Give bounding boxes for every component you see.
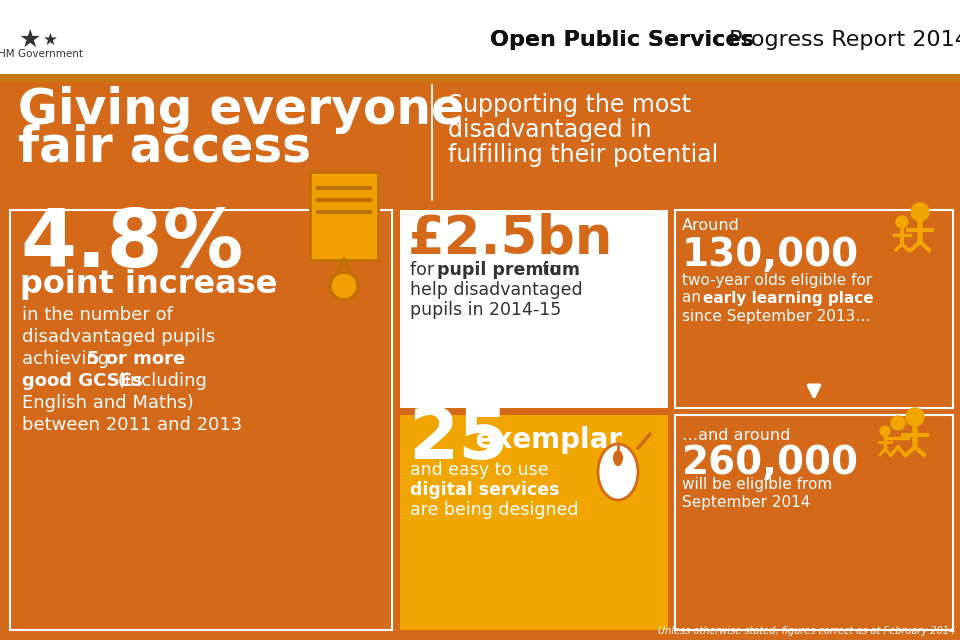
Text: Unless otherwise stated, figures correct as at February 2014: Unless otherwise stated, figures correct… bbox=[658, 626, 955, 636]
Text: 130,000: 130,000 bbox=[682, 236, 859, 274]
Text: 4.8%: 4.8% bbox=[20, 206, 243, 284]
Circle shape bbox=[330, 272, 358, 300]
Text: digital services: digital services bbox=[410, 481, 560, 499]
Text: September 2014: September 2014 bbox=[682, 495, 810, 511]
Text: Progress Report 2014: Progress Report 2014 bbox=[722, 30, 960, 50]
FancyBboxPatch shape bbox=[0, 74, 960, 82]
FancyBboxPatch shape bbox=[400, 415, 668, 630]
Text: …and around: …and around bbox=[682, 428, 790, 442]
Text: Open Public Services: Open Public Services bbox=[490, 30, 754, 50]
Text: ★: ★ bbox=[19, 28, 41, 52]
Text: HM Government: HM Government bbox=[0, 49, 83, 59]
Text: fair access: fair access bbox=[18, 124, 311, 172]
Text: are being designed: are being designed bbox=[410, 501, 579, 519]
Text: (including: (including bbox=[112, 372, 206, 390]
Ellipse shape bbox=[598, 444, 638, 500]
Text: two-year olds eligible for: two-year olds eligible for bbox=[682, 273, 873, 287]
Text: Around: Around bbox=[682, 218, 740, 232]
Text: since September 2013…: since September 2013… bbox=[682, 308, 871, 323]
Text: early learning place: early learning place bbox=[703, 291, 874, 305]
Text: ★: ★ bbox=[42, 31, 58, 49]
Text: an: an bbox=[682, 291, 706, 305]
FancyBboxPatch shape bbox=[0, 82, 960, 640]
Text: Giving everyone: Giving everyone bbox=[18, 86, 464, 134]
Text: help disadvantaged: help disadvantaged bbox=[410, 281, 583, 299]
Text: 5 or more: 5 or more bbox=[87, 350, 185, 368]
Text: 25: 25 bbox=[408, 406, 509, 474]
Text: between 2011 and 2013: between 2011 and 2013 bbox=[22, 416, 242, 434]
Text: disadvantaged pupils: disadvantaged pupils bbox=[22, 328, 215, 346]
Text: pupil premium: pupil premium bbox=[437, 261, 580, 279]
Circle shape bbox=[891, 416, 905, 430]
Text: for: for bbox=[410, 261, 440, 279]
Text: English and Maths): English and Maths) bbox=[22, 394, 194, 412]
Ellipse shape bbox=[613, 450, 623, 466]
Text: in the number of: in the number of bbox=[22, 306, 173, 324]
Text: will be eligible from: will be eligible from bbox=[682, 477, 832, 493]
Text: point increase: point increase bbox=[20, 269, 277, 300]
Circle shape bbox=[896, 216, 908, 228]
Text: Supporting the most: Supporting the most bbox=[448, 93, 691, 117]
Text: and easy to use: and easy to use bbox=[410, 461, 548, 479]
Text: disadvantaged in: disadvantaged in bbox=[448, 118, 652, 142]
Circle shape bbox=[911, 203, 929, 221]
Circle shape bbox=[880, 426, 890, 436]
FancyBboxPatch shape bbox=[400, 210, 668, 408]
Circle shape bbox=[906, 408, 924, 426]
Text: Open Public Services: Open Public Services bbox=[490, 30, 754, 50]
Text: 260,000: 260,000 bbox=[682, 444, 859, 482]
Text: fulfilling their potential: fulfilling their potential bbox=[448, 143, 718, 167]
Text: to: to bbox=[537, 261, 560, 279]
FancyBboxPatch shape bbox=[310, 172, 378, 260]
Text: achieving: achieving bbox=[22, 350, 115, 368]
Text: exemplar: exemplar bbox=[466, 426, 622, 454]
Text: pupils in 2014-15: pupils in 2014-15 bbox=[410, 301, 562, 319]
FancyBboxPatch shape bbox=[0, 0, 960, 75]
Text: good GCSEs: good GCSEs bbox=[22, 372, 143, 390]
Text: £2.5bn: £2.5bn bbox=[408, 212, 613, 264]
